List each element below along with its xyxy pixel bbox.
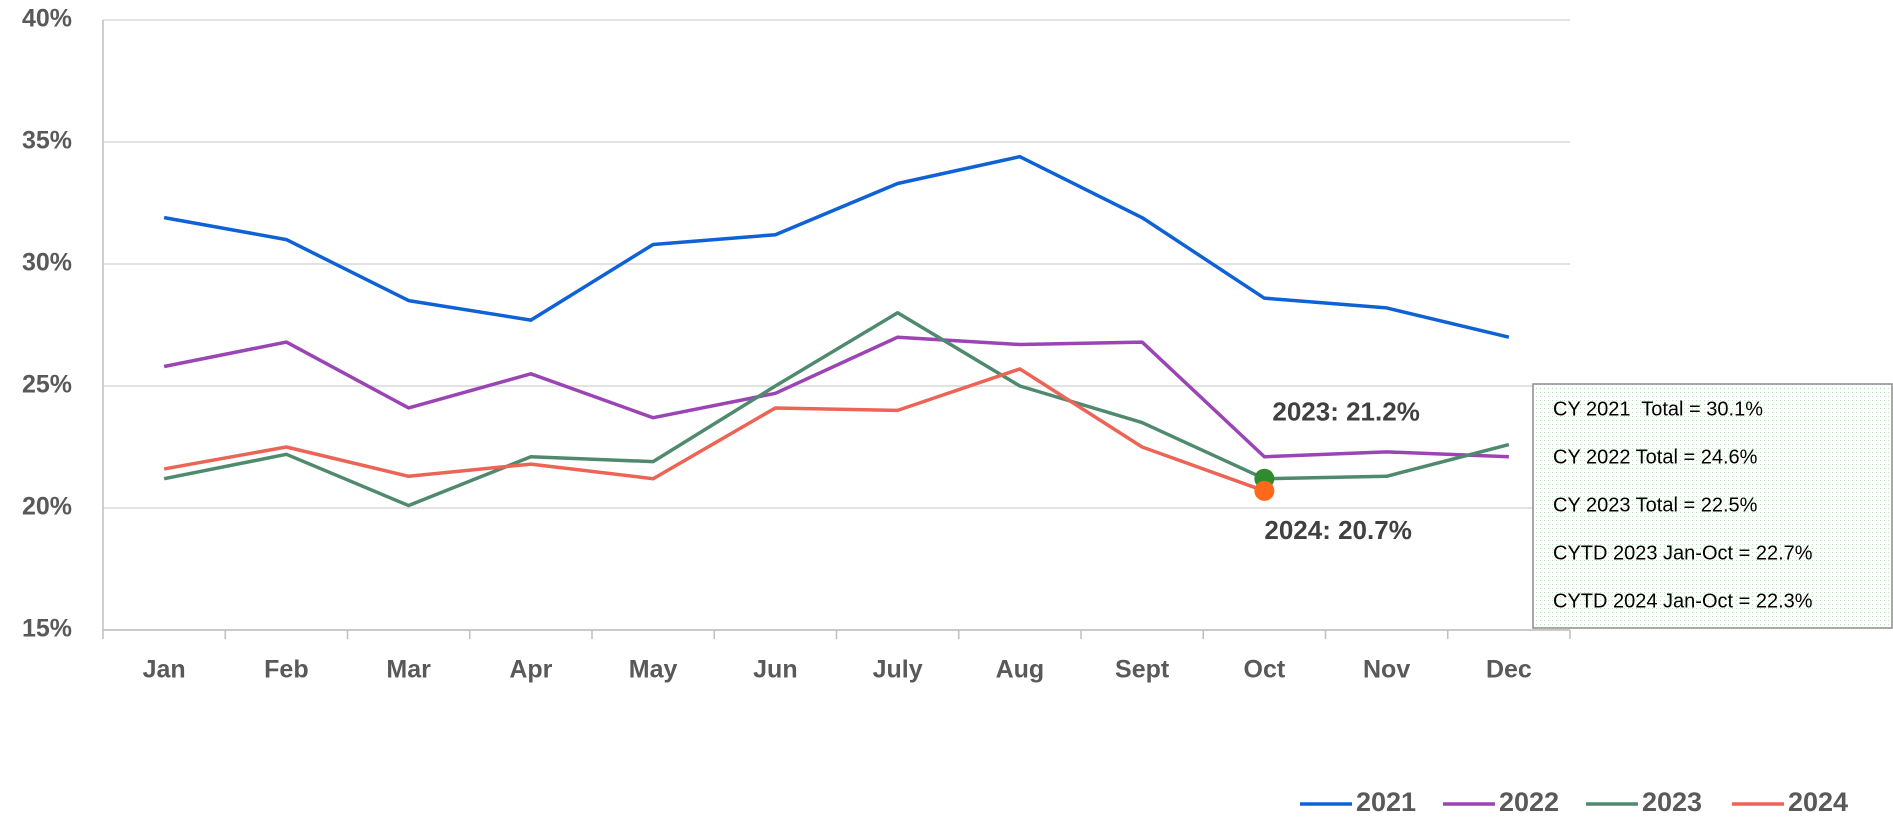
legend-label: 2021: [1356, 787, 1416, 817]
x-tick-label: Apr: [509, 656, 552, 684]
annotation-label: 2024: 20.7%: [1264, 515, 1411, 545]
x-tick-label: July: [873, 656, 923, 684]
legend-label: 2024: [1788, 787, 1848, 817]
series-line: [163, 154, 1510, 339]
y-tick-label: 30%: [22, 249, 72, 277]
note: CY 2022 Total = 24.6%: [1553, 446, 1758, 468]
y-tick-label: 35%: [22, 127, 72, 155]
note: CYTD 2023 Jan-Oct = 22.7%: [1553, 542, 1813, 564]
note: CY 2021 Total = 30.1%: [1553, 398, 1763, 420]
x-tick-label: Mar: [386, 656, 431, 684]
series-line: [163, 335, 1509, 459]
note: CYTD 2024 Jan-Oct = 22.3%: [1553, 590, 1813, 612]
y-tick-label: 40%: [22, 5, 72, 33]
x-tick-label: May: [629, 656, 678, 684]
x-tick-label: Feb: [264, 656, 308, 684]
legend-label: 2022: [1499, 787, 1559, 817]
note: CY 2023 Total = 22.5%: [1553, 494, 1758, 516]
x-tick-label: Jun: [753, 656, 797, 684]
x-tick-label: Jan: [143, 656, 186, 684]
annotation-label: 2023: 21.2%: [1272, 397, 1419, 427]
legend-label: 2023: [1642, 787, 1702, 817]
y-tick-label: 20%: [22, 493, 72, 521]
x-tick-label: Nov: [1363, 656, 1410, 684]
annotation-marker: [1254, 480, 1275, 501]
y-tick-label: 15%: [22, 615, 72, 643]
series-line: [163, 367, 1265, 493]
series-line: [163, 311, 1510, 508]
notes-box: [1532, 383, 1893, 629]
x-tick-label: Oct: [1244, 656, 1286, 684]
y-tick-label: 25%: [22, 371, 72, 399]
x-tick-label: Aug: [996, 656, 1045, 684]
x-tick-label: Dec: [1486, 656, 1532, 684]
x-tick-label: Sept: [1115, 656, 1170, 684]
